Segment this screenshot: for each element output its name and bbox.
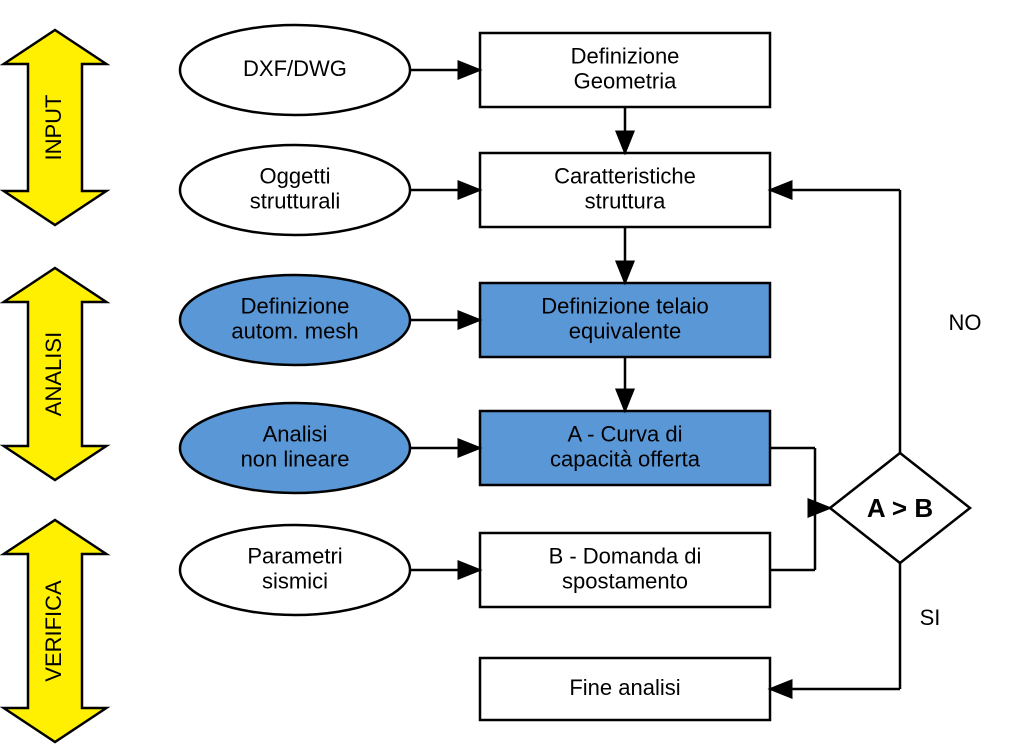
ellipse-text-oggetti-1: strutturali: [250, 189, 340, 214]
ellipse-text-sismici-0: Parametri: [247, 543, 342, 568]
ellipse-text-nonlineare-0: Analisi: [263, 421, 328, 446]
box-text-telaio-1: equivalente: [569, 319, 682, 344]
box-text-domanda-0: B - Domanda di: [549, 543, 702, 568]
box-text-telaio-0: Definizione telaio: [541, 293, 709, 318]
phase-arrow-analisi: ANALISI: [4, 268, 107, 480]
edge-label-si: SI: [920, 605, 941, 630]
box-domanda: B - Domanda dispostamento: [480, 533, 770, 607]
ellipse-oggetti: Oggettistrutturali: [180, 145, 410, 235]
box-text-geom-0: Definizione: [571, 43, 680, 68]
ellipse-nonlineare: Analisinon lineare: [180, 403, 410, 493]
box-text-caratt-1: struttura: [585, 189, 666, 214]
ellipse-text-dxf-0: DXF/DWG: [243, 56, 347, 81]
phase-label-input: INPUT: [41, 95, 66, 161]
box-text-curva-0: A - Curva di: [568, 421, 683, 446]
ellipse-dxf: DXF/DWG: [180, 25, 410, 115]
ellipse-sismici: Parametrisismici: [180, 525, 410, 615]
ellipse-mesh: Definizioneautom. mesh: [180, 275, 410, 365]
box-fine: Fine analisi: [480, 658, 770, 720]
box-telaio: Definizione telaioequivalente: [480, 283, 770, 357]
box-caratt: Caratteristichestruttura: [480, 153, 770, 227]
box-curva: A - Curva dicapacità offerta: [480, 411, 770, 485]
box-text-geom-1: Geometria: [574, 69, 677, 94]
box-text-domanda-1: spostamento: [562, 569, 688, 594]
ellipse-text-mesh-1: autom. mesh: [231, 319, 358, 344]
ellipse-text-nonlineare-1: non lineare: [241, 447, 350, 472]
edge-label-no: NO: [949, 310, 982, 335]
diamond-decision: A > B: [830, 453, 970, 563]
ellipse-text-oggetti-0: Oggetti: [260, 163, 331, 188]
ellipse-text-sismici-1: sismici: [262, 569, 328, 594]
phase-arrow-input: INPUT: [4, 30, 107, 225]
box-text-fine-0: Fine analisi: [569, 675, 680, 700]
phase-label-analisi: ANALISI: [41, 332, 66, 416]
phase-label-verifica: VERIFICA: [41, 580, 66, 682]
ellipse-text-mesh-0: Definizione: [241, 293, 350, 318]
box-text-caratt-0: Caratteristiche: [554, 163, 696, 188]
phase-arrow-verifica: VERIFICA: [4, 520, 107, 742]
diamond-label: A > B: [867, 493, 933, 523]
box-geom: DefinizioneGeometria: [480, 33, 770, 107]
box-text-curva-1: capacità offerta: [550, 447, 701, 472]
flowchart-canvas: INPUTANALISIVERIFICADXF/DWGOggettistrutt…: [0, 0, 1024, 750]
